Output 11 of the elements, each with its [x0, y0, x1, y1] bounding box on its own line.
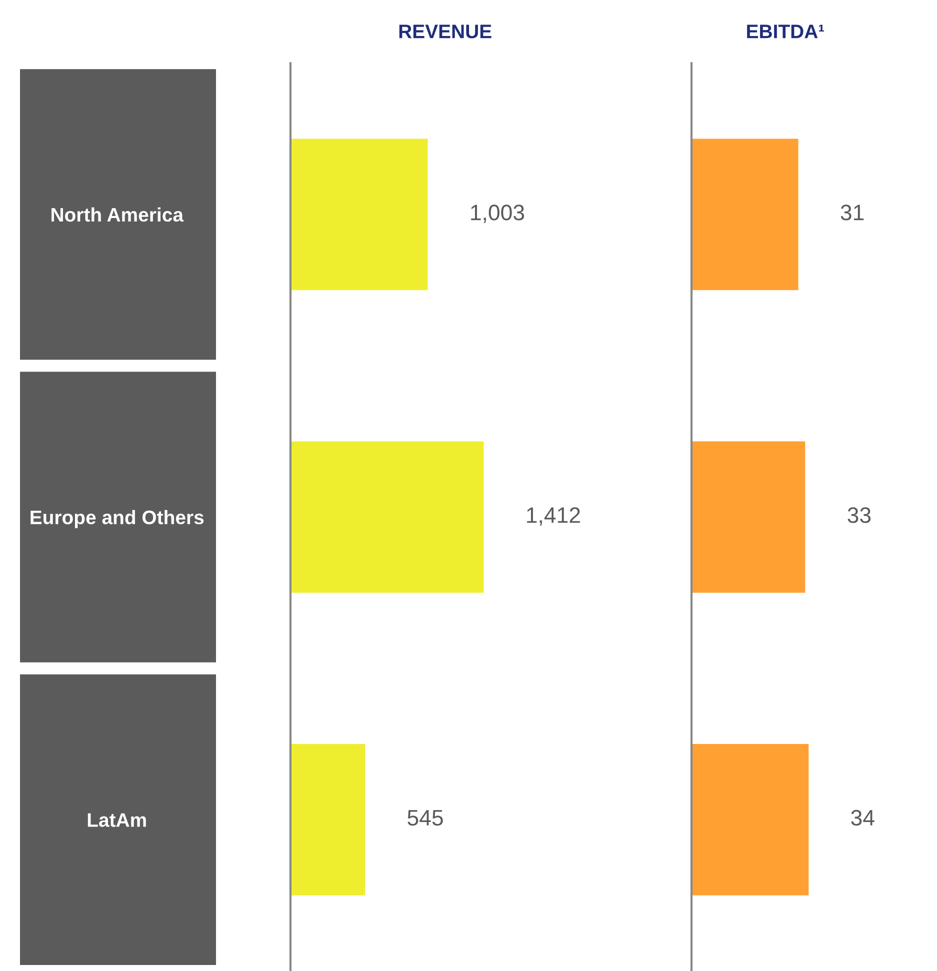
y-tick-label: North America	[52, 207, 184, 222]
data-label: 545	[408, 810, 443, 826]
data-label: 34	[851, 810, 874, 826]
data-label: 33	[848, 507, 871, 524]
y-tick-label: Europe and Others	[30, 510, 204, 528]
chart-title: EBITDA¹	[747, 24, 824, 38]
data-label: 31	[840, 204, 864, 220]
data-label: 1,003	[471, 204, 524, 224]
chart-title: REVENUE	[399, 24, 492, 38]
data-label: 1,412	[527, 507, 580, 526]
y-tick-label: LatAm	[88, 813, 146, 827]
